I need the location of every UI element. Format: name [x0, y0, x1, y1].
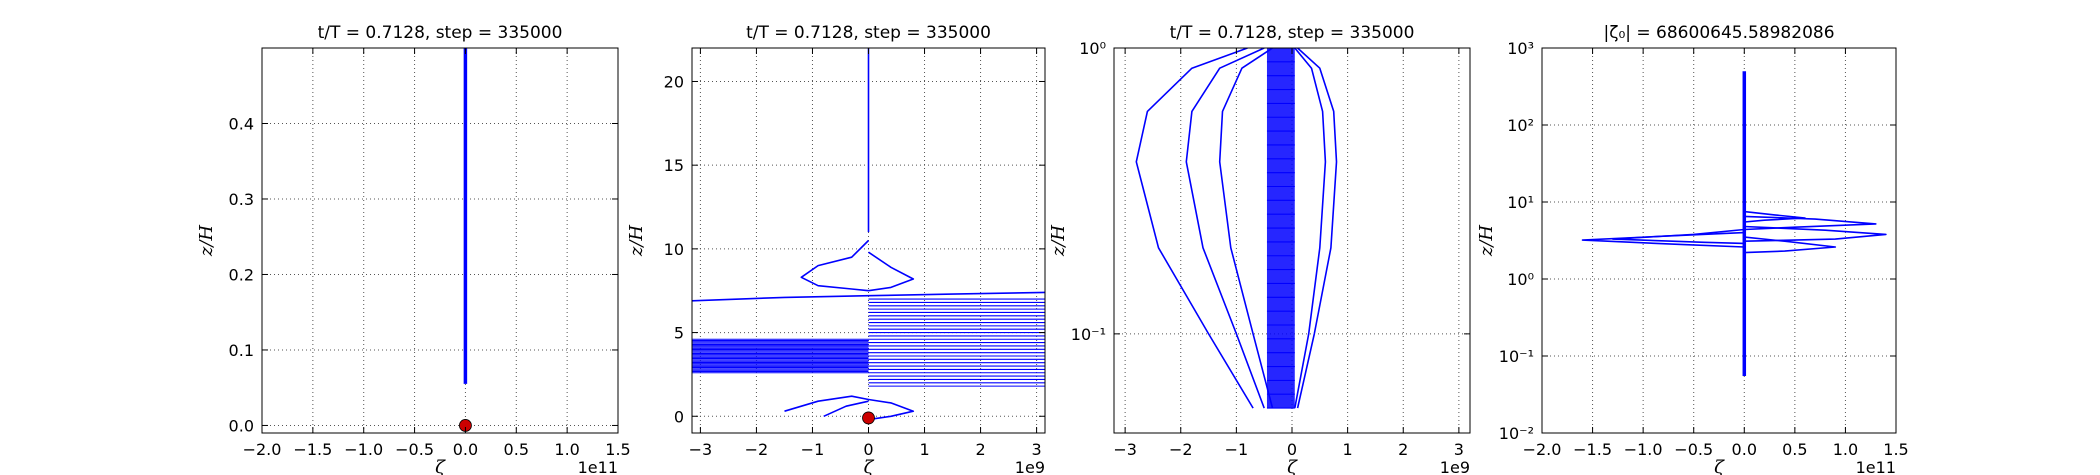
series-line — [1581, 231, 1745, 248]
x-tick-label: 0.0 — [1732, 440, 1757, 459]
x-tick-label: 2 — [1398, 440, 1408, 459]
axes-frame — [1541, 47, 1897, 434]
x-tick-label: 1 — [1343, 440, 1353, 459]
x-tick-label: 0 — [1287, 440, 1297, 459]
x-tick-label: 1.0 — [554, 440, 579, 459]
x-tick-label: 1 — [919, 440, 929, 459]
y-tick-label: 10⁰ — [1079, 39, 1106, 58]
x-axis-label: ζ — [435, 457, 446, 475]
y-tick-label: 10 — [664, 240, 684, 259]
y-tick-label: 10⁻¹ — [1499, 347, 1534, 366]
x-axis-offset-label: 1e11 — [578, 458, 618, 475]
y-axis-label: z/H — [626, 225, 647, 258]
series-line — [1294, 48, 1327, 409]
y-tick-label: 0.3 — [229, 190, 254, 209]
y-axis-label: z/H — [1476, 225, 1497, 258]
x-axis-label: ζ — [1714, 457, 1725, 475]
x-axis-label: ζ — [1287, 457, 1298, 475]
chart-panel-1: −2.0 −1.5 −1.0 −0.5 0.0 0.5 1.0 1.5 0.0 0.1 0.2 0.3… — [196, 23, 631, 475]
data-layer — [1581, 71, 1887, 376]
x-tick-label: −1.5 — [1573, 440, 1612, 459]
y-tick-label: 0.2 — [229, 265, 254, 284]
series-line — [784, 395, 869, 412]
x-tick-label: 0.5 — [504, 440, 529, 459]
y-tick-label: 10² — [1507, 116, 1534, 135]
x-axis-offset-label: 1e9 — [1440, 458, 1470, 475]
series-line — [692, 291, 1045, 302]
x-axis-offset-label: 1e9 — [1015, 458, 1045, 475]
chart-title: t/T = 0.7128, step = 335000 — [746, 23, 991, 43]
y-tick-label: 0.1 — [229, 341, 254, 360]
y-tick-label: 0 — [674, 407, 684, 426]
x-tick-label: −1 — [801, 440, 825, 459]
x-tick-label: 0.0 — [453, 440, 478, 459]
x-tick-label: −1.0 — [1624, 440, 1663, 459]
chart-title: |ζ₀| = 68600645.58982086 — [1603, 23, 1834, 43]
y-tick-label: 10⁻² — [1499, 424, 1534, 443]
y-tick-label: 0.4 — [229, 114, 254, 133]
x-tick-label: −2 — [745, 440, 769, 459]
x-tick-label: 1.5 — [1883, 440, 1908, 459]
x-tick-label: 1.5 — [605, 440, 630, 459]
x-tick-label: −3 — [689, 440, 713, 459]
y-tick-label: 10³ — [1507, 39, 1534, 58]
x-tick-label: 0.5 — [1782, 440, 1807, 459]
chart-panel-4: −2.0 −1.5 −1.0 −0.5 0.0 0.5 1.0 1.5 10⁻² 10⁻¹ 10⁰ 1… — [1476, 23, 1909, 475]
series-line — [1612, 228, 1745, 245]
chart-panel-3: −3 −2 −1 0 1 2 3 10⁻¹ 10⁰ t/T = 0.7128, step = 33… — [1048, 23, 1471, 475]
x-tick-label: −3 — [1113, 440, 1137, 459]
y-axis-label: z/H — [1048, 225, 1069, 258]
x-axis-label: ζ — [864, 457, 875, 475]
x-tick-label: −0.5 — [1674, 440, 1713, 459]
series-line — [1744, 210, 1806, 223]
y-tick-label: 10¹ — [1507, 193, 1534, 212]
x-axis-offset-label: 1e11 — [1856, 458, 1896, 475]
axes-frame — [261, 47, 619, 434]
x-tick-label: −2.0 — [1523, 440, 1562, 459]
data-layer — [692, 48, 1045, 421]
chart-title: t/T = 0.7128, step = 335000 — [1170, 23, 1415, 43]
series-line — [868, 251, 915, 292]
x-tick-label: 0 — [863, 440, 873, 459]
x-tick-label: −2.0 — [243, 440, 282, 459]
y-tick-label: 10⁻¹ — [1071, 325, 1106, 344]
chart-panel-2: −3 −2 −1 0 1 2 3 0 5 10 15 20 t/T = 0.7128, step = 3… — [626, 23, 1046, 475]
series-line — [1744, 236, 1837, 254]
y-tick-label: 15 — [664, 156, 684, 175]
x-tick-label: 3 — [1032, 440, 1042, 459]
y-tick-label: 5 — [674, 324, 684, 343]
series-line — [868, 398, 915, 421]
series-line — [1218, 48, 1274, 409]
x-tick-label: −1.5 — [293, 440, 332, 459]
x-tick-label: −1 — [1225, 440, 1249, 459]
x-tick-label: 2 — [975, 440, 985, 459]
series-line — [1185, 48, 1265, 409]
band-fill — [1266, 48, 1295, 409]
series-line — [823, 400, 869, 418]
series-line — [800, 239, 870, 292]
y-tick-label: 10⁰ — [1507, 270, 1534, 289]
marker-point — [862, 411, 875, 425]
y-tick-label: 20 — [664, 72, 684, 91]
x-tick-label: 3 — [1454, 440, 1464, 459]
x-tick-label: −1.0 — [344, 440, 383, 459]
data-layer — [1135, 48, 1338, 409]
x-tick-label: −2 — [1169, 440, 1193, 459]
x-tick-label: 1.0 — [1833, 440, 1858, 459]
y-axis-label: z/H — [196, 225, 217, 258]
y-tick-label: 0.0 — [229, 416, 254, 435]
chart-title: t/T = 0.7128, step = 335000 — [318, 23, 563, 43]
series-line — [1296, 48, 1338, 409]
series-line — [1744, 225, 1887, 242]
series-line — [1135, 48, 1254, 409]
x-tick-label: −0.5 — [395, 440, 434, 459]
